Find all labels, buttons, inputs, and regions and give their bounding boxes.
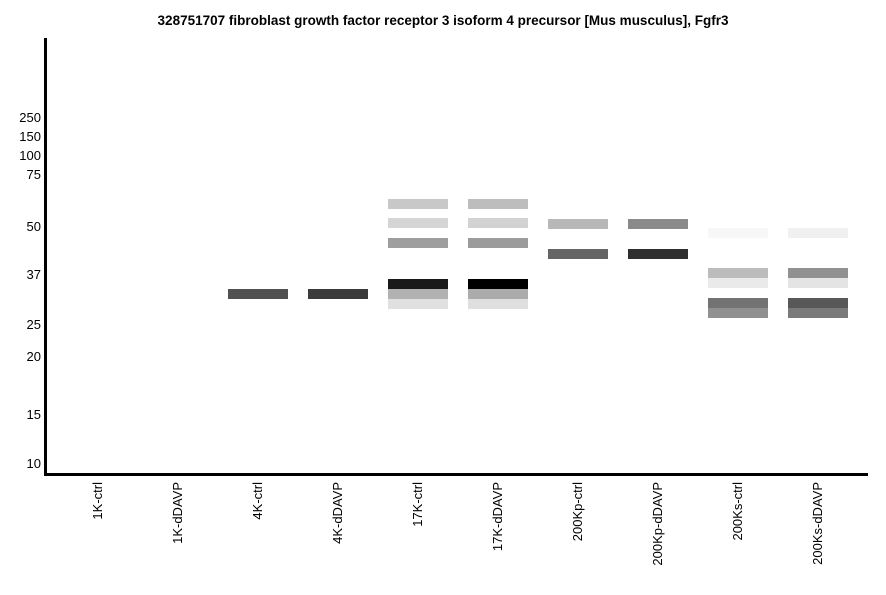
gel-band — [468, 299, 528, 309]
gel-band — [628, 249, 688, 259]
x-axis-lane-label: 200Kp-ctrl — [570, 482, 585, 542]
gel-band — [468, 238, 528, 248]
gel-band — [788, 228, 848, 238]
gel-band — [468, 289, 528, 299]
x-axis-line — [44, 473, 868, 476]
gel-band — [468, 218, 528, 228]
y-tick-label: 100 — [19, 148, 41, 163]
x-axis-lane-label: 17K-dDAVP — [490, 482, 505, 552]
gel-band — [228, 289, 288, 299]
x-axis-lane-label: 200Ks-ctrl — [730, 482, 745, 541]
gel-band — [788, 268, 848, 278]
gel-band — [708, 298, 768, 308]
gel-band — [308, 289, 368, 299]
gel-band — [708, 268, 768, 278]
gel-band — [388, 299, 448, 309]
x-axis-lane-label: 1K-dDAVP — [170, 482, 185, 544]
y-tick-label: 150 — [19, 129, 41, 144]
x-axis-lane-label: 17K-ctrl — [410, 482, 425, 527]
gel-band — [468, 199, 528, 209]
gel-band — [788, 278, 848, 288]
y-tick-label: 10 — [26, 456, 41, 471]
gel-band — [468, 279, 528, 289]
gel-band — [548, 249, 608, 259]
gel-band — [628, 219, 688, 229]
x-axis-lane-label: 200Kp-dDAVP — [650, 482, 665, 566]
y-tick-label: 25 — [26, 317, 41, 332]
x-axis-lane-label: 1K-ctrl — [90, 482, 105, 520]
y-axis-line — [44, 38, 47, 476]
gel-band — [708, 278, 768, 288]
y-tick-label: 37 — [26, 267, 41, 282]
gel-band — [388, 218, 448, 228]
y-tick-label: 20 — [26, 349, 41, 364]
y-tick-label: 15 — [26, 407, 41, 422]
y-tick-label: 50 — [26, 219, 41, 234]
x-axis-lane-label: 4K-dDAVP — [330, 482, 345, 544]
gel-band — [548, 219, 608, 229]
y-tick-label: 250 — [19, 110, 41, 125]
gel-band — [708, 228, 768, 238]
x-axis-lane-label: 4K-ctrl — [250, 482, 265, 520]
gel-band — [788, 308, 848, 318]
y-tick-label: 75 — [26, 167, 41, 182]
x-axis-lane-label: 200Ks-dDAVP — [810, 482, 825, 565]
gel-band — [388, 238, 448, 248]
chart-title: 328751707 fibroblast growth factor recep… — [157, 13, 729, 28]
gel-band — [388, 199, 448, 209]
gel-band — [388, 279, 448, 289]
gel-band — [708, 308, 768, 318]
gel-band — [788, 298, 848, 308]
gel-band — [388, 289, 448, 299]
